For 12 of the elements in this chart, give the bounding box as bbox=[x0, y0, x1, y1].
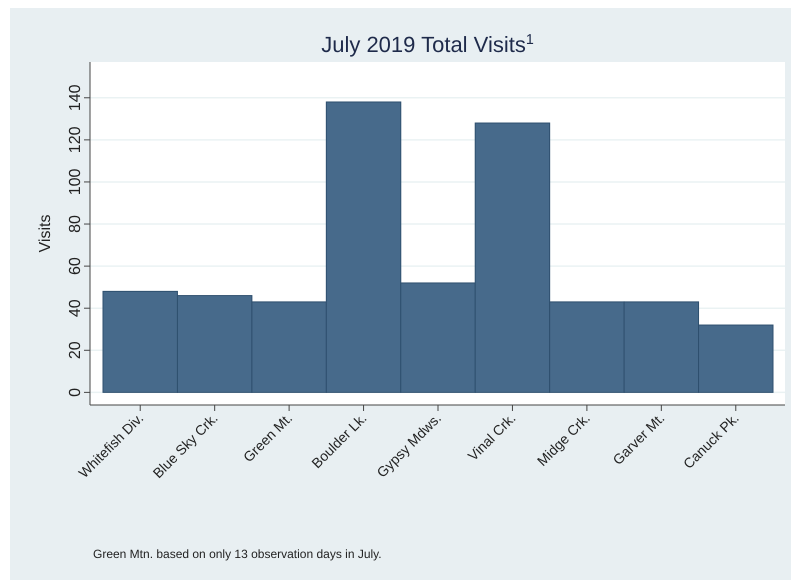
y-tick-label: 100 bbox=[67, 168, 84, 196]
y-tick-label: 60 bbox=[67, 257, 84, 276]
y-tick-label: 120 bbox=[67, 126, 84, 154]
text: Green Mtn. based on only 13 observation days in July. bbox=[93, 547, 382, 561]
y-tick-label: 80 bbox=[67, 215, 84, 233]
chart-title: July 2019 Total Visits$^{1}$ bbox=[321, 32, 534, 57]
y-axis-title: Visits bbox=[37, 214, 54, 252]
y-tick-label: 40 bbox=[67, 299, 84, 318]
y-tick-label: 140 bbox=[67, 84, 84, 112]
x-tick-label: Blue Sky Crk. bbox=[150, 410, 221, 482]
y-tick-label: 0 bbox=[67, 388, 84, 397]
y-tick-label: 20 bbox=[67, 341, 84, 360]
